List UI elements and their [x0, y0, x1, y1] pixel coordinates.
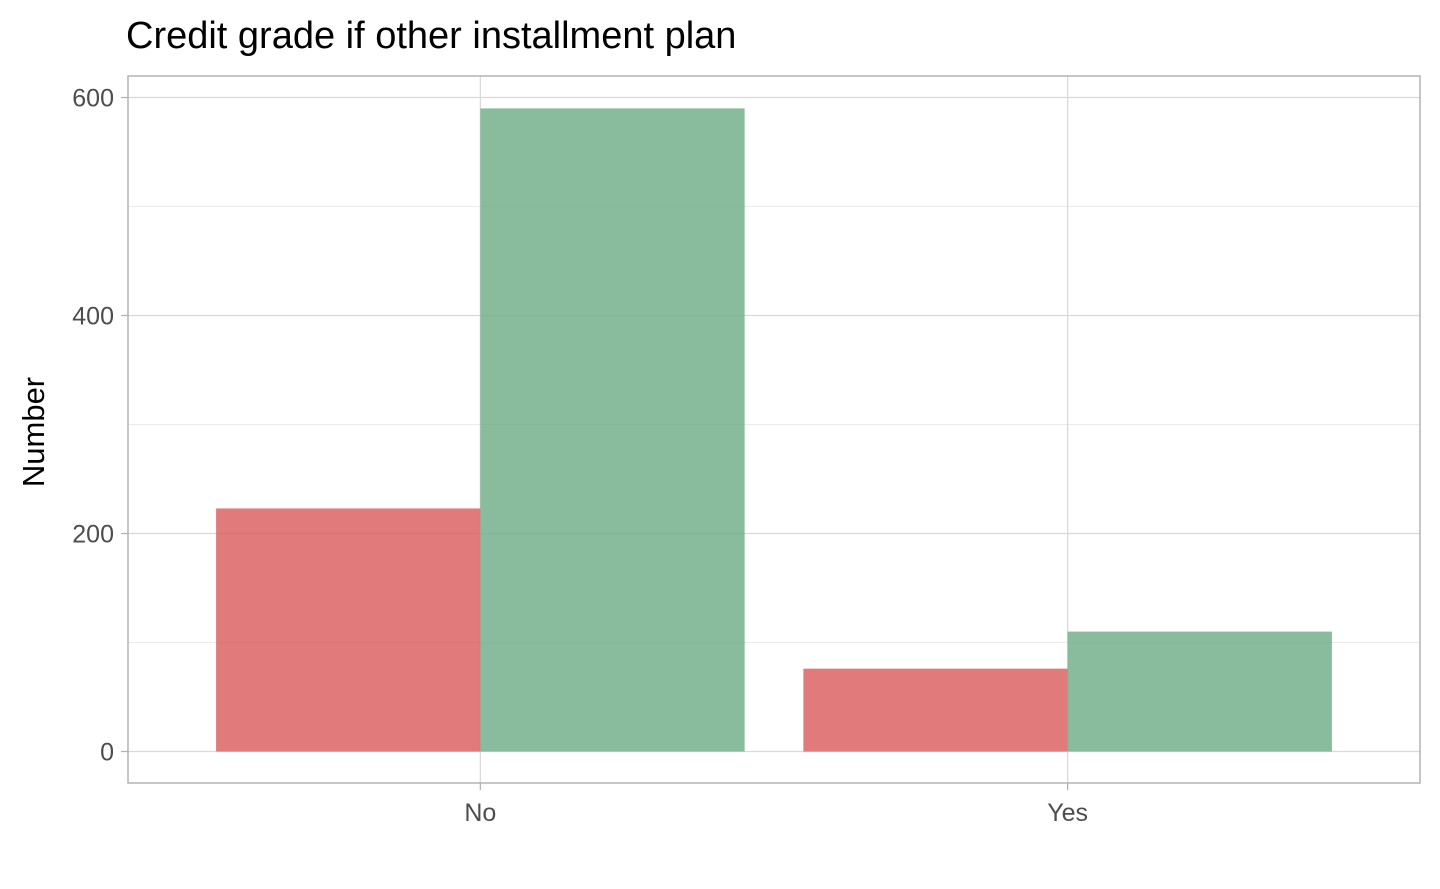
axes: 0 200 400 600 No Yes [72, 75, 1421, 827]
y-tick-label: 400 [72, 303, 114, 331]
x-tick-label: Yes [1047, 799, 1088, 827]
y-tick-label: 600 [72, 85, 114, 113]
y-tick-label: 0 [100, 739, 114, 767]
bar [480, 108, 745, 752]
chart-title: Credit grade if other installment plan [126, 15, 736, 57]
panel-border [127, 75, 1421, 784]
y-tick-label: 200 [72, 521, 114, 549]
x-tick-label: No [464, 799, 496, 827]
y-axis-label: Number [16, 377, 51, 487]
bar [1067, 631, 1332, 752]
bars [216, 108, 1332, 752]
bar [216, 508, 481, 752]
bar [803, 668, 1068, 752]
